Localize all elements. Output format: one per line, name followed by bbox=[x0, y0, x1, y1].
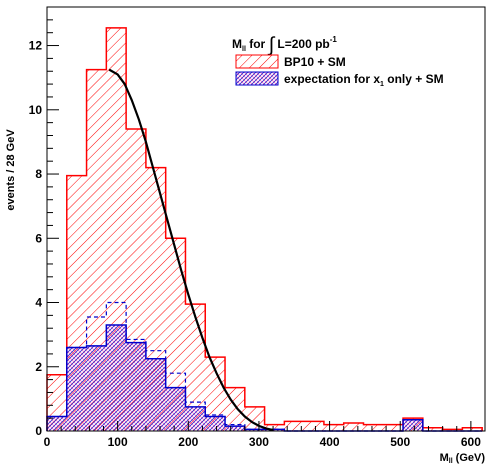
expectation-bar-1 bbox=[66, 347, 87, 431]
legend-swatch-bp10 bbox=[235, 54, 279, 69]
bp10-bar-11 bbox=[264, 424, 285, 431]
bp10-bar-8 bbox=[205, 357, 226, 431]
expectation-bar-6 bbox=[165, 387, 186, 431]
bp10-bar-19 bbox=[422, 427, 443, 431]
expectation-bar-4 bbox=[126, 342, 146, 431]
x-tick-label-200: 200 bbox=[178, 435, 198, 449]
expectation-bar-3 bbox=[106, 325, 127, 431]
legend: Mll for ∫ L=200 pb-1 BP10 + SM expectati… bbox=[232, 34, 444, 88]
expectation-bar-8 bbox=[205, 416, 226, 431]
x-tick-label-600: 600 bbox=[461, 435, 481, 449]
expectation-bar-10 bbox=[244, 429, 265, 431]
bp10-bar-14 bbox=[323, 424, 344, 431]
bp10-bar-15 bbox=[343, 422, 364, 431]
y-tick-label-0: 0 bbox=[35, 424, 42, 438]
expectation-bar-11 bbox=[264, 429, 285, 431]
red-histogram bbox=[46, 27, 483, 432]
expectation-bar-18 bbox=[403, 419, 423, 431]
bp10-bar-20 bbox=[442, 429, 463, 431]
legend-swatch-expectation bbox=[235, 71, 279, 86]
bp10-bar-2 bbox=[86, 69, 107, 432]
y-tick-label-10: 10 bbox=[29, 103, 43, 117]
expectation-bar-9 bbox=[225, 426, 245, 431]
bp10-bar-17 bbox=[383, 424, 404, 431]
y-tick-label-12: 12 bbox=[29, 39, 43, 53]
y-tick-label-2: 2 bbox=[35, 360, 42, 374]
bp10-bar-6 bbox=[165, 238, 186, 431]
fit-curve bbox=[108, 68, 274, 432]
expectation-bar-2 bbox=[86, 345, 107, 431]
bp10-bar-13 bbox=[304, 421, 324, 431]
x-tick-label-300: 300 bbox=[249, 435, 269, 449]
legend-title: Mll for ∫ L=200 pb-1 bbox=[232, 34, 337, 56]
x-tick-label-0: 0 bbox=[44, 435, 51, 449]
expectation-bar-0 bbox=[47, 416, 67, 431]
y-tick-label-4: 4 bbox=[35, 296, 42, 310]
x-tick-label-100: 100 bbox=[108, 435, 128, 449]
y-tick-label-6: 6 bbox=[35, 231, 42, 245]
plot-frame bbox=[46, 6, 486, 432]
blue-histogram bbox=[46, 324, 483, 432]
x-axis: 0 100 200 300 400 500 600 bbox=[44, 421, 486, 449]
y-tick-label-8: 8 bbox=[35, 167, 42, 181]
bp10-bar-16 bbox=[363, 424, 384, 431]
x-axis-title: Mll (GeV) bbox=[440, 452, 486, 465]
x-tick-label-400: 400 bbox=[320, 435, 340, 449]
bp10-bar-12 bbox=[284, 421, 305, 431]
expectation-bar-7 bbox=[185, 406, 206, 431]
bp10-outline bbox=[46, 27, 483, 431]
bp10-bar-21 bbox=[462, 427, 483, 431]
legend-label-bp10: BP10 + SM bbox=[284, 55, 346, 69]
legend-label-expectation: expectation for x1 only + SM bbox=[284, 72, 444, 88]
bp10-bar-7 bbox=[185, 304, 206, 431]
fit-curve-line bbox=[108, 68, 274, 432]
y-axis-title: events / 28 GeV bbox=[5, 129, 17, 211]
expectation-bar-5 bbox=[145, 358, 166, 431]
x-tick-label-500: 500 bbox=[390, 435, 410, 449]
y-axis: 0 2 4 6 8 10 12 bbox=[29, 19, 59, 438]
